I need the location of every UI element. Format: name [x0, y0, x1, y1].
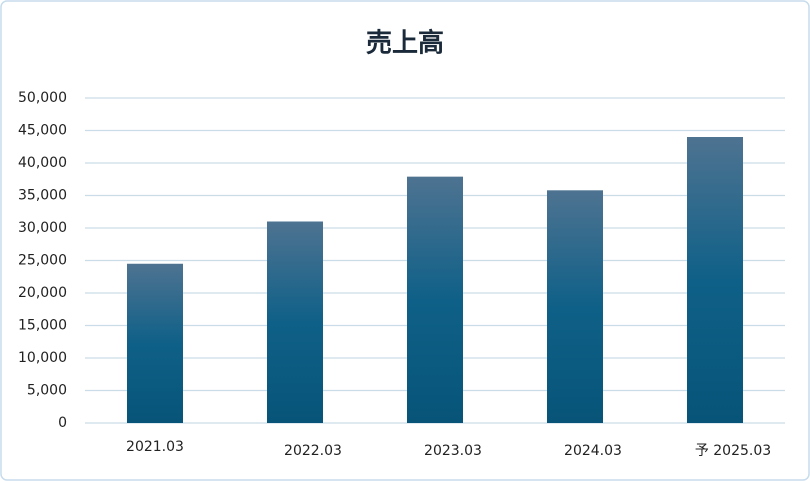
- y-tick-label: 15,000: [18, 318, 67, 334]
- bar: [547, 190, 603, 423]
- x-tick-label: 2023.03: [424, 443, 482, 459]
- y-tick-label: 5,000: [27, 383, 67, 399]
- chart-title: 売上高: [366, 28, 444, 59]
- y-tick-label: 40,000: [18, 155, 67, 171]
- x-tick-label: 2021.03: [126, 439, 184, 455]
- bar: [407, 176, 463, 423]
- y-tick-label: 10,000: [18, 350, 67, 366]
- y-tick-label: 30,000: [18, 220, 67, 236]
- x-tick-label: 2022.03: [284, 443, 342, 459]
- bar: [687, 137, 743, 423]
- y-tick-label: 35,000: [18, 188, 67, 204]
- x-tick-label: 2024.03: [564, 443, 622, 459]
- y-tick-label: 25,000: [18, 253, 67, 269]
- y-tick-label: 20,000: [18, 285, 67, 301]
- x-tick-label: 予 2025.03: [695, 443, 771, 459]
- y-tick-label: 50,000: [18, 90, 67, 106]
- y-tick-label: 45,000: [18, 123, 67, 139]
- bar: [267, 221, 323, 423]
- bar: [127, 263, 183, 423]
- y-tick-label: 0: [58, 415, 67, 431]
